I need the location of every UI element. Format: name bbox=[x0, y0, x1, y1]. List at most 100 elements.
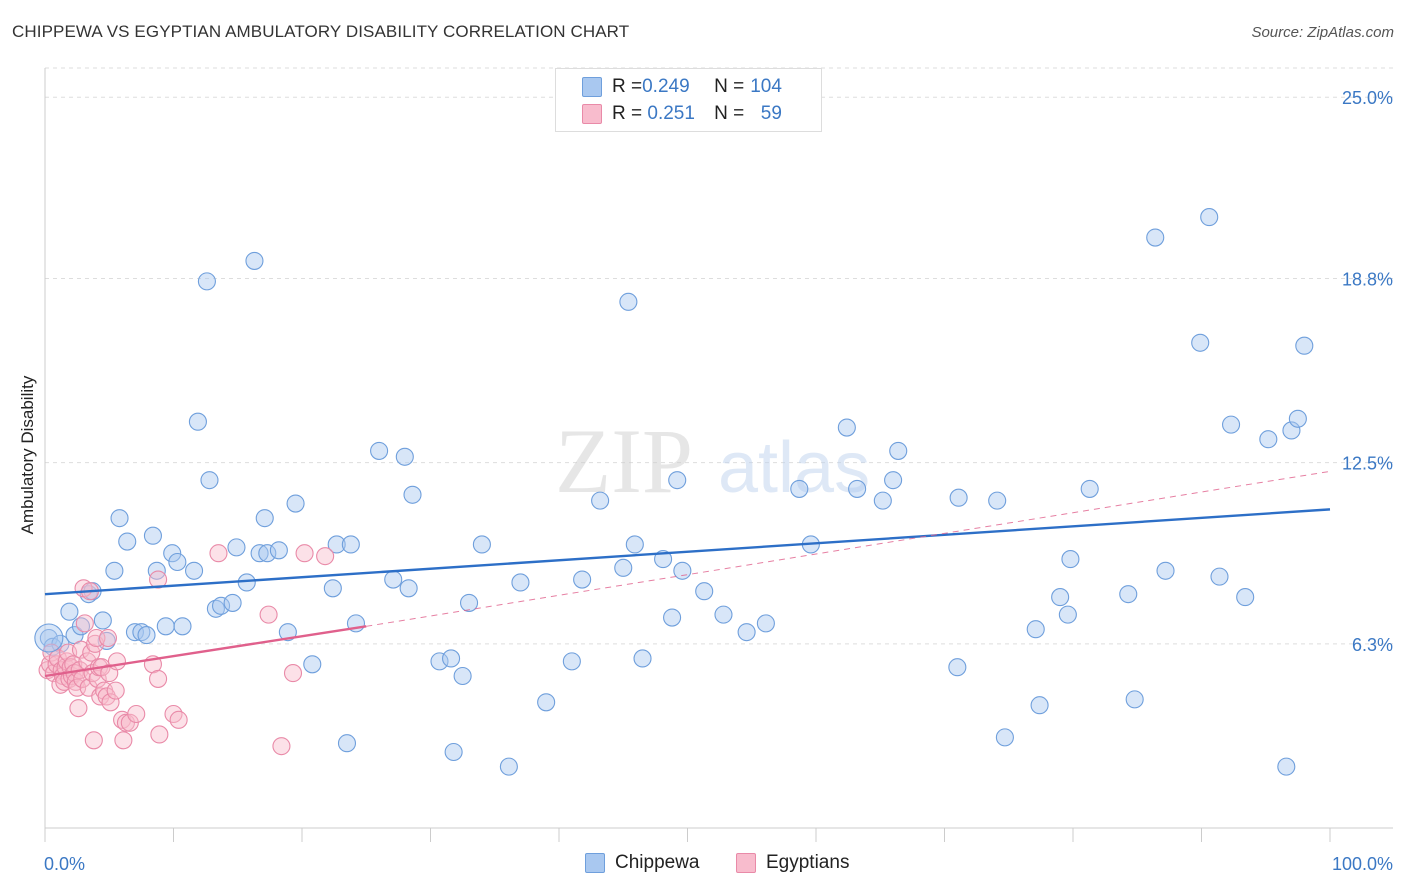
egyptians-point bbox=[127, 704, 146, 724]
egyptians-point bbox=[209, 544, 228, 563]
chippewa-point bbox=[1210, 567, 1229, 586]
x-tick-label: 100.0% bbox=[1332, 854, 1393, 874]
chippewa-point bbox=[790, 479, 809, 498]
chippewa-point bbox=[756, 614, 775, 633]
chippewa-point bbox=[1236, 588, 1255, 607]
egyptians-point bbox=[164, 704, 183, 724]
chippewa-point bbox=[137, 626, 156, 645]
chippewa-point bbox=[286, 494, 305, 513]
chippewa-point bbox=[168, 552, 187, 572]
chart-title: CHIPPEWA VS EGYPTIAN AMBULATORY DISABILI… bbox=[12, 22, 630, 41]
chippewa-point bbox=[399, 579, 418, 598]
y-tick-label: 12.5% bbox=[1342, 454, 1393, 474]
egyptians-point bbox=[75, 614, 94, 633]
chippewa-point bbox=[1156, 561, 1175, 580]
y-tick-label: 6.3% bbox=[1352, 635, 1393, 655]
chippewa-point bbox=[948, 658, 967, 677]
chippewa-point bbox=[384, 570, 403, 589]
chippewa-point bbox=[562, 652, 581, 671]
chippewa-point bbox=[1125, 690, 1144, 709]
chippewa-point bbox=[125, 623, 144, 642]
chippewa-point bbox=[245, 251, 264, 270]
chippewa-point bbox=[237, 573, 256, 592]
legend-r-value: 0.249 bbox=[642, 76, 690, 97]
x-tick-labels: 0.0% 100.0% bbox=[44, 854, 1393, 874]
chippewa-point bbox=[633, 649, 652, 668]
data-points bbox=[34, 208, 1314, 776]
chippewa-point bbox=[442, 649, 461, 668]
chippewa-point bbox=[848, 479, 867, 498]
chippewa-point bbox=[673, 561, 692, 580]
chippewa-point bbox=[1191, 333, 1210, 352]
egyptians-point bbox=[283, 664, 303, 683]
chippewa-point bbox=[873, 491, 892, 510]
chippewa-point bbox=[499, 757, 518, 776]
egyptians-point bbox=[316, 547, 335, 566]
y-tick-labels: 6.3% 12.5% 18.8% 25.0% bbox=[1342, 88, 1393, 655]
chippewa-point bbox=[1061, 550, 1080, 569]
legend-n-value: 59 bbox=[750, 103, 782, 124]
bottom-legend-swatch-egyptians bbox=[736, 853, 756, 873]
chippewa-point bbox=[303, 655, 322, 674]
chippewa-point bbox=[34, 623, 64, 653]
chippewa-point bbox=[1119, 585, 1138, 604]
chippewa-point bbox=[1277, 757, 1296, 776]
x-tick-label: 0.0% bbox=[44, 854, 85, 874]
legend-r-label: R = bbox=[612, 103, 643, 124]
chippewa-point bbox=[39, 628, 58, 648]
correlation-legend: R = 0.249 N = 104 R = 0.251 N = 59 bbox=[555, 68, 822, 132]
chippewa-point bbox=[185, 561, 204, 580]
chippewa-point bbox=[197, 272, 216, 291]
chippewa-point bbox=[430, 652, 449, 671]
chippewa-point bbox=[695, 582, 714, 601]
bottom-legend-egyptians[interactable]: Egyptians bbox=[736, 852, 849, 874]
chippewa-point bbox=[1058, 605, 1077, 624]
chippewa-point bbox=[459, 593, 479, 612]
chippewa-point bbox=[143, 526, 162, 545]
chippewa-point bbox=[668, 471, 687, 490]
axes bbox=[44, 68, 1393, 842]
chippewa-point bbox=[453, 666, 472, 686]
chippewa-point bbox=[118, 532, 137, 551]
egyptians-point bbox=[259, 605, 278, 624]
chippewa-point bbox=[1026, 620, 1045, 639]
chippewa-point bbox=[573, 570, 592, 589]
chippewa-point bbox=[341, 535, 360, 554]
legend-swatch-egyptians bbox=[582, 104, 602, 124]
bottom-legend-label-egyptians: Egyptians bbox=[766, 852, 850, 873]
chippewa-point bbox=[132, 623, 151, 642]
legend-n-label: N = bbox=[714, 76, 745, 97]
chippewa-point bbox=[370, 441, 389, 460]
chippewa-point bbox=[93, 611, 112, 630]
chippewa-trend-line bbox=[44, 508, 1331, 596]
chippewa-point bbox=[625, 535, 644, 554]
source-label[interactable]: Source: ZipAtlas.com bbox=[1251, 24, 1394, 41]
bottom-legend-chippewa[interactable]: Chippewa bbox=[585, 852, 700, 874]
chippewa-point bbox=[1146, 228, 1165, 247]
chippewa-point bbox=[278, 623, 297, 642]
egyptians-point bbox=[295, 544, 314, 563]
egyptians-point bbox=[101, 693, 120, 712]
chippewa-point bbox=[1030, 696, 1049, 715]
chippewa-point bbox=[1295, 336, 1314, 355]
chippewa-point bbox=[472, 535, 491, 554]
chippewa-point bbox=[258, 544, 277, 563]
chippewa-point bbox=[619, 292, 638, 311]
egyptians-point bbox=[107, 652, 127, 671]
chippewa-point bbox=[188, 412, 207, 431]
chippewa-point bbox=[156, 617, 175, 636]
egyptians-trend-extension bbox=[366, 470, 1331, 627]
chippewa-point bbox=[663, 608, 682, 627]
chippewa-point bbox=[1288, 409, 1307, 428]
egyptians-point bbox=[98, 628, 118, 648]
chippewa-point bbox=[1222, 415, 1241, 434]
chippewa-point bbox=[250, 544, 269, 563]
bottom-legend-label-chippewa: Chippewa bbox=[615, 852, 700, 873]
chippewa-point bbox=[1080, 479, 1099, 498]
egyptians-point bbox=[149, 669, 168, 688]
legend-n-label: N = bbox=[714, 103, 745, 124]
chippewa-point bbox=[714, 605, 733, 624]
egyptians-point bbox=[106, 681, 125, 700]
chippewa-point bbox=[97, 631, 116, 650]
